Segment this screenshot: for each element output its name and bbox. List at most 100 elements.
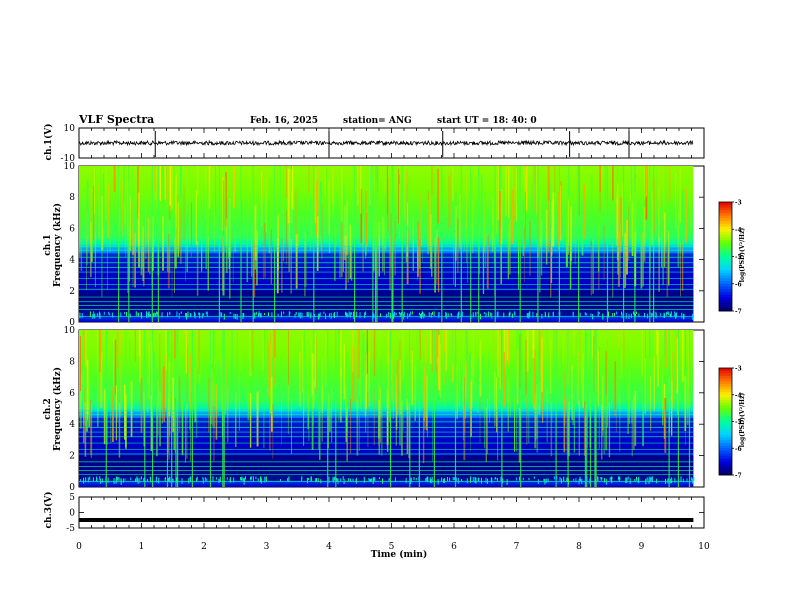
spectrogram-streak [124,330,127,378]
spectrogram-streak [630,368,633,424]
spectrogram-sferic [520,330,522,487]
colorbar-cell [719,231,732,236]
spectrogram-speckle [226,477,228,480]
spectrogram-streak [312,353,315,409]
spectrogram-speckle [138,313,140,316]
spectrogram-streak [684,330,686,365]
spectrogram-streak [369,166,372,214]
spectrogram-sferic [454,330,457,487]
spectrogram-sferic [555,330,557,487]
spectrogram-streak [189,354,192,410]
spectrogram-speckle [176,311,178,317]
spectrogram-streak [607,372,609,428]
spectrogram-streak [378,180,380,236]
spectrogram-speckle [483,312,485,315]
spectrogram-speckle [255,311,257,315]
spectrogram-streak [352,166,354,198]
spectrogram-speckle [586,477,587,483]
spectrogram-streak [190,202,192,258]
spectrogram-speckle [332,476,334,482]
spectrogram-streak [325,332,327,388]
spectrogram-speckle [541,314,543,319]
spectrogram-streak [484,392,485,448]
spectrogram-streak [319,405,321,460]
spectrogram-speckle [288,476,290,482]
spectrogram-dark-band [79,253,694,287]
spectrogram-sferic [209,330,212,487]
spectrogram-streak [640,234,643,289]
spectrogram-streak [299,351,301,407]
colorbar-cell [719,275,732,279]
spectrogram-speckle [177,477,179,483]
colorbar-cell [719,448,732,452]
spectrogram-speckle [382,478,383,484]
spectrogram-sferic [274,166,276,322]
spectrogram-speckle [268,312,269,317]
spectrogram-streak [189,375,191,431]
spectrogram-streak [350,398,352,454]
spectrogram-speckle [101,478,103,483]
spectrogram-streak [673,353,675,409]
spectrogram-streak [141,214,144,270]
spectrogram-streak [186,404,188,459]
spectrogram-streak [360,330,362,359]
spectrogram-speckle [242,478,244,482]
colorbar-cell [719,223,732,227]
spectrogram-speckle [348,478,350,482]
spectrogram-speckle [411,311,413,315]
spectrogram-speckle [461,478,463,482]
spectrogram-sferic [634,166,636,322]
spectrogram-speckle [165,477,166,480]
colorbar-cell [719,400,732,404]
colorbar-cell [719,458,732,463]
spectrogram-streak [435,330,437,373]
spectrogram-streak [288,217,290,272]
spectrogram-sferic [441,166,443,322]
spectrogram-streak [601,381,604,437]
spectrogram-speckle [441,477,443,482]
spectrogram-streak [432,406,433,462]
spectrogram-streak [85,330,88,366]
spectrogram-speckle [389,312,391,319]
spectrogram-speckle [178,313,180,319]
spectrogram-speckle [180,311,182,314]
spectrogram-streak [668,231,670,286]
spectrogram-speckle [400,312,402,316]
spectrogram-streak [677,212,680,268]
spectrogram-sferic [586,330,588,487]
spectrogram-streak [656,166,657,217]
spectrogram-streak [173,166,176,218]
spectrogram-speckle [168,476,170,482]
spectrogram-streak [465,330,468,363]
spectrogram-speckle [420,313,422,318]
spectrogram-streak [175,213,177,269]
spectrogram-streak [607,339,609,395]
spectrogram-streak [470,381,472,437]
colorbar-cell [719,251,732,255]
colorbar-cell [719,221,732,225]
spectrogram-streak [645,330,646,386]
y-tick-label: 4 [69,420,75,430]
colorbar-cell [719,386,732,390]
spectrogram-streak [214,197,216,252]
spectrogram-speckle [346,312,348,317]
colorbar-cell [719,434,732,438]
spectrogram-streak [493,208,495,264]
spectrogram-streak [273,331,275,387]
spectrogram-streak [379,387,381,443]
spectrogram-streak [644,358,646,414]
spectrogram-streak [516,349,519,405]
spectrogram-streak [417,222,419,277]
spectrogram-streak [153,351,155,407]
spectrogram-sferic [118,166,120,322]
spectrogram-streak [463,196,465,251]
spectrogram-speckle [337,478,339,484]
spectrogram-streak [503,330,505,357]
spectrogram-streak [305,195,306,250]
spectrogram-sferic [418,330,420,487]
spectrogram-streak [198,330,201,384]
spectrogram-speckle [96,313,98,317]
spectrogram-speckle [223,313,225,320]
spectrogram-sferic [578,166,580,322]
spectrogram-streak [568,200,569,255]
